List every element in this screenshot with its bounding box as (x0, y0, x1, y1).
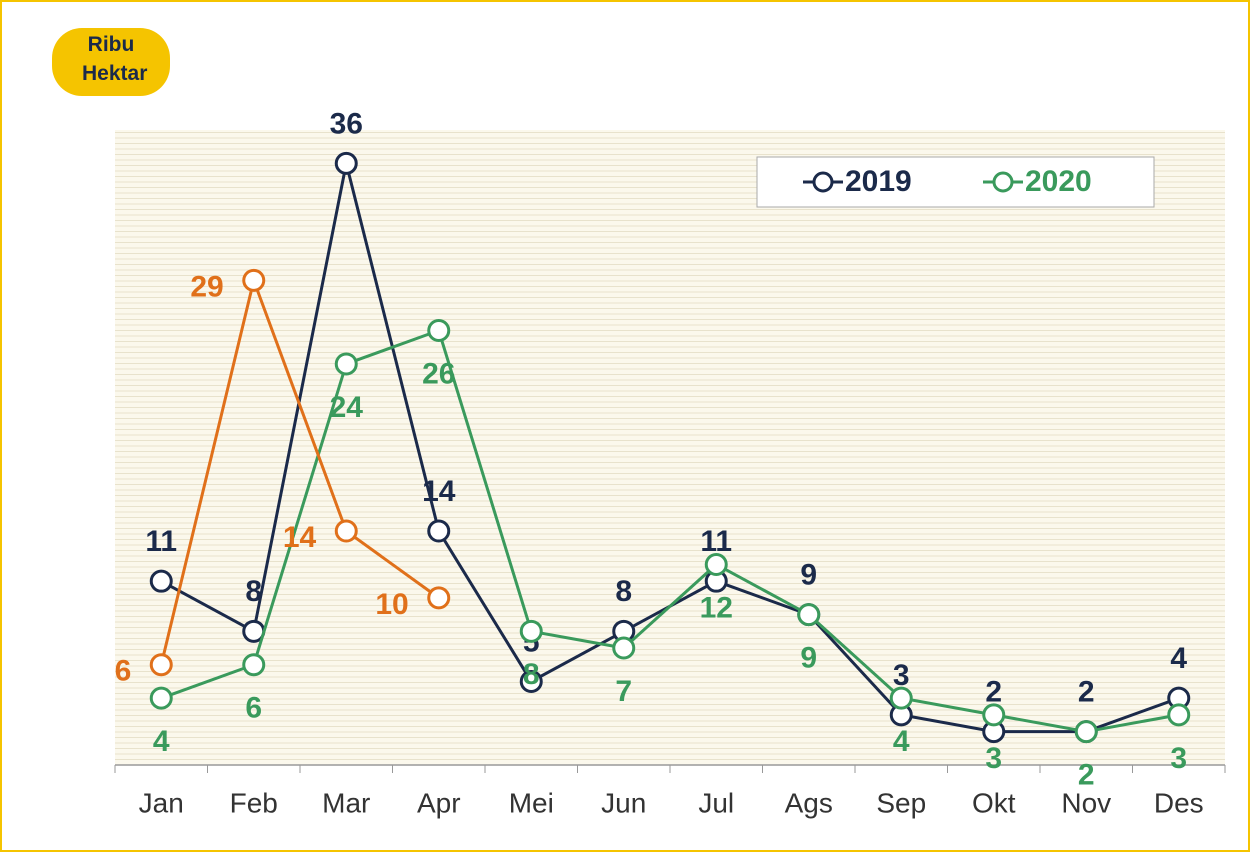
data-label: 36 (330, 107, 363, 140)
point (519, 669, 543, 693)
plot-area (115, 130, 1225, 765)
x-tick-label: Ags (785, 787, 833, 818)
series-line (160, 328, 1180, 734)
x-tick-label: Mei (509, 787, 554, 818)
data-label: 3 (1170, 742, 1187, 775)
x-tick-label: Mar (322, 787, 370, 818)
x-tick-label: Nov (1061, 787, 1111, 818)
point (334, 352, 358, 376)
data-label: 2 (1078, 676, 1095, 709)
point (982, 703, 1006, 727)
legend-label: 2020 (1025, 165, 1092, 198)
data-label: 14 (283, 521, 317, 554)
point (427, 319, 451, 343)
unit-badge (52, 28, 170, 96)
point (242, 653, 266, 677)
point (1074, 720, 1098, 744)
data-label: 24 (330, 391, 364, 424)
point (519, 619, 543, 643)
data-label: 29 (190, 270, 223, 303)
x-tick-label: Jan (139, 787, 184, 818)
series-line (159, 275, 440, 666)
legend-marker (992, 171, 1014, 193)
data-label: 3 (985, 742, 1002, 775)
x-tick-label: Feb (230, 787, 278, 818)
data-label: 9 (800, 559, 817, 592)
data-label: 6 (115, 655, 132, 688)
point (149, 686, 173, 710)
data-label: 9 (800, 642, 817, 675)
point (427, 519, 451, 543)
data-label: 4 (893, 725, 910, 758)
point (704, 552, 728, 576)
data-label: 7 (615, 675, 632, 708)
point (149, 569, 173, 593)
x-tick-label: Jul (698, 787, 734, 818)
point (427, 586, 451, 610)
point (1167, 703, 1191, 727)
point (612, 636, 636, 660)
point (149, 653, 173, 677)
data-label: 2 (1078, 759, 1095, 792)
data-label: 14 (422, 475, 456, 508)
x-tick-label: Jun (601, 787, 646, 818)
data-label: 11 (145, 525, 177, 558)
legend-label: 2019 (845, 165, 912, 198)
data-label: 3 (893, 659, 910, 692)
data-label: 10 (375, 588, 408, 621)
point (889, 686, 913, 710)
data-label: 26 (422, 357, 455, 390)
unit-box: Ribu Hektar (82, 33, 148, 85)
data-label: 2 (985, 676, 1002, 709)
data-label: 8 (523, 658, 540, 691)
x-tick-label: Apr (417, 787, 461, 818)
x-tick-label: Okt (972, 787, 1016, 818)
data-label: 11 (700, 525, 732, 558)
unit-label: Ribu Hektar (82, 33, 148, 85)
legend-marker (812, 171, 834, 193)
x-tick-label: Sep (876, 787, 926, 818)
point (242, 268, 266, 292)
point (797, 603, 821, 627)
x-tick-label: Des (1154, 787, 1204, 818)
data-label: 8 (615, 575, 632, 608)
data-label: 4 (153, 725, 170, 758)
data-label: 12 (700, 591, 733, 624)
data-label: 8 (245, 575, 262, 608)
data-label: 4 (1170, 642, 1187, 675)
data-label: 6 (245, 692, 262, 725)
point (334, 151, 358, 175)
point (334, 519, 358, 543)
